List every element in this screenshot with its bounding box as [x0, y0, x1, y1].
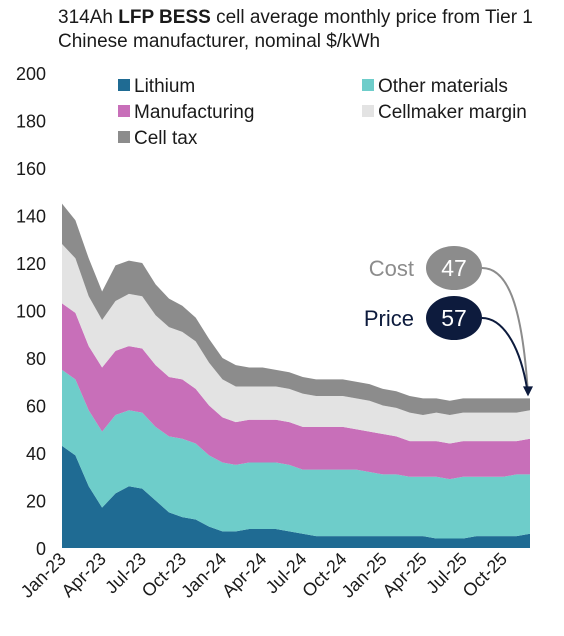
legend-swatch-cellmaker-margin	[362, 105, 374, 117]
y-tick-label-80: 80	[26, 349, 46, 369]
y-tick-label-20: 20	[26, 492, 46, 512]
legend-label-lithium: Lithium	[134, 76, 195, 97]
area-layers	[62, 203, 530, 548]
area-other-materials	[62, 369, 530, 539]
y-tick-label-140: 140	[16, 207, 46, 227]
area-lithium	[62, 445, 530, 548]
legend-label-other-materials: Other materials	[378, 76, 508, 97]
y-tick-label-160: 160	[16, 159, 46, 179]
y-tick-label-180: 180	[16, 112, 46, 132]
area-cellmaker-margin	[62, 244, 530, 444]
y-tick-label-40: 40	[26, 444, 46, 464]
legend-swatch-manufacturing	[118, 105, 130, 117]
x-tick-label-apr-25: Apr-25	[379, 549, 431, 601]
x-tick-label-apr-23: Apr-23	[58, 549, 110, 601]
y-axis-ticks: 0 20 40 60 80 100 120 140 160 180 200	[16, 64, 46, 559]
y-tick-label-120: 120	[16, 254, 46, 274]
x-axis-ticks: Jan-23Apr-23Jul-23Oct-23Jan-24Apr-24Jul-…	[17, 549, 511, 602]
price-value: 57	[441, 305, 467, 331]
area-manufacturing	[62, 303, 530, 480]
legend-label-manufacturing: Manufacturing	[134, 102, 254, 123]
x-tick-label-oct-25: Oct-25	[459, 549, 511, 601]
x-tick-label-apr-24: Apr-24	[218, 549, 270, 601]
legend: Lithium Other materials Manufacturing Cellm…	[118, 76, 527, 149]
chart-title-rest: cell average monthly price from Tier 1 C…	[58, 7, 533, 52]
x-tick-label-jan-25: Jan-25	[338, 549, 391, 602]
price-bubble	[426, 296, 482, 340]
legend-label-cell-tax: Cell tax	[134, 128, 198, 149]
price-connector-arrow	[481, 317, 529, 395]
chart-title-prefix: 314Ah	[58, 7, 119, 28]
cost-value: 47	[441, 255, 467, 281]
annotations: Cost 47 Price 57	[364, 246, 533, 397]
x-tick-label-jan-24: Jan-24	[177, 549, 230, 602]
area-cell-tax	[62, 203, 530, 415]
y-tick-label-60: 60	[26, 397, 46, 417]
y-tick-label-200: 200	[16, 64, 46, 84]
cost-label: Cost	[369, 256, 414, 281]
chart-title: 314Ah LFP BESS cell average monthly pric…	[58, 6, 558, 54]
cost-connector-arrow	[481, 267, 529, 395]
legend-swatch-other-materials	[362, 79, 374, 91]
arrow-head	[523, 386, 533, 397]
y-tick-label-0: 0	[36, 539, 46, 559]
cost-bubble	[426, 246, 482, 290]
legend-swatch-lithium	[118, 79, 130, 91]
legend-swatch-cell-tax	[118, 131, 130, 143]
price-label: Price	[364, 306, 414, 331]
legend-label-cellmaker-margin: Cellmaker margin	[378, 102, 527, 123]
chart-title-bold: LFP BESS	[118, 7, 211, 28]
y-tick-label-100: 100	[16, 302, 46, 322]
